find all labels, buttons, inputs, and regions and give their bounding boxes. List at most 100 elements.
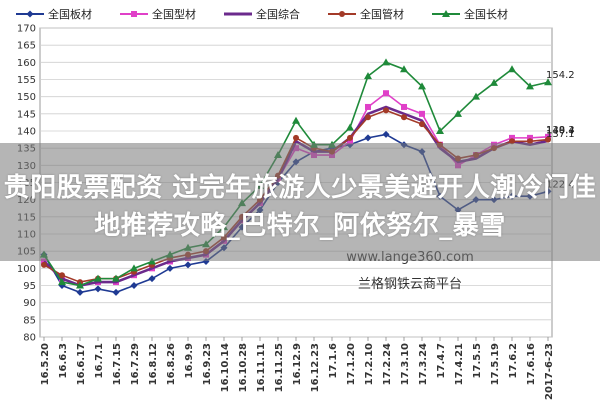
x-tick-label: 16.7.15 xyxy=(112,343,123,385)
data-point xyxy=(419,110,425,117)
y-tick-label: 95 xyxy=(23,281,36,292)
y-tick-label: 160 xyxy=(17,58,36,69)
data-point xyxy=(418,82,426,90)
data-point xyxy=(545,136,551,143)
x-tick-label: 16.6.3 xyxy=(58,343,69,378)
data-point xyxy=(112,274,120,282)
x-tick-label: 16.11.11 xyxy=(256,343,267,392)
data-point xyxy=(490,78,498,86)
x-tick-label: 17.1.20 xyxy=(346,343,357,385)
data-point xyxy=(365,103,371,110)
data-point xyxy=(454,109,462,117)
x-tick-label: 17.1.6 xyxy=(328,343,339,378)
data-point xyxy=(509,138,515,145)
x-tick-label: 17.2.24 xyxy=(382,343,393,385)
y-tick-label: 85 xyxy=(23,315,36,326)
legend-item: 全国型材 xyxy=(120,7,196,21)
data-point xyxy=(365,114,371,121)
x-tick-label: 17.5.19 xyxy=(490,343,501,385)
x-tick-label: 16.7.29 xyxy=(130,343,141,385)
y-tick-label: 155 xyxy=(17,75,36,86)
end-label: 154.2 xyxy=(546,70,575,81)
x-axis: 16.5.20 16.6.3 16.6.17 16.7.1 16.7.15 16.7.29… xyxy=(40,337,555,400)
x-tick-label: 17.6.16 xyxy=(526,343,537,385)
data-point xyxy=(401,114,407,121)
x-tick-label: 16.6.17 xyxy=(76,343,87,385)
data-point xyxy=(59,272,65,279)
legend-label: 全国板材 xyxy=(48,7,92,21)
legend-label: 全国型材 xyxy=(152,7,196,21)
overlay-headline-line-2: 地推荐攻略_巴特尔_阿依努尔_暴雪 xyxy=(94,211,506,241)
data-point xyxy=(526,82,534,90)
data-point xyxy=(130,282,138,289)
overlay-headline-line-1: 贵阳股票配资 过完年旅游人少景美避开人潮冷门佳 xyxy=(3,173,597,203)
data-point xyxy=(347,138,353,145)
legend: 全国板材 全国型材 全国综合 全国管材 全国长材 xyxy=(16,7,508,21)
data-point xyxy=(383,107,389,114)
end-label: 138.3 xyxy=(546,125,575,136)
legend-label: 全国长材 xyxy=(464,7,508,21)
legend-item: 全国综合 xyxy=(224,7,300,21)
data-point xyxy=(292,116,300,124)
data-point xyxy=(76,281,84,289)
data-point xyxy=(41,261,47,268)
y-tick-label: 145 xyxy=(17,109,36,120)
y-tick-label: 140 xyxy=(17,127,36,138)
x-tick-label: 17.4.7 xyxy=(436,343,447,378)
data-point xyxy=(382,58,390,66)
data-point xyxy=(509,134,515,141)
data-point xyxy=(527,138,533,145)
data-point xyxy=(94,274,102,282)
x-tick-label: 17.5.5 xyxy=(472,343,483,378)
data-point xyxy=(339,11,345,17)
y-tick-label: 170 xyxy=(17,24,36,35)
data-point xyxy=(401,103,407,110)
y-tick-label: 100 xyxy=(17,264,36,275)
data-point xyxy=(544,78,552,86)
x-tick-label: 17.4.21 xyxy=(454,343,465,385)
x-tick-label: 16.5.20 xyxy=(40,343,51,385)
legend-item: 全国管材 xyxy=(328,7,404,21)
data-point xyxy=(346,123,354,131)
x-tick-label: 17.3.10 xyxy=(400,343,411,385)
data-point xyxy=(382,130,390,138)
x-tick-label: 16.10.14 xyxy=(220,343,231,392)
legend-item: 全国板材 xyxy=(16,7,92,21)
legend-item: 全国长材 xyxy=(432,7,508,21)
end-label: 140.4 xyxy=(546,126,575,137)
series-5 xyxy=(40,58,552,289)
x-tick-label: 16.8.26 xyxy=(166,343,177,385)
x-tick-label: 17.2.10 xyxy=(364,343,375,385)
data-point xyxy=(364,134,372,142)
overlay-banner: 贵阳股票配资 过完年旅游人少景美避开人潮冷门佳 地推荐攻略_巴特尔_阿依努尔_暴… xyxy=(0,143,600,261)
data-point xyxy=(112,288,120,296)
data-point xyxy=(442,10,450,17)
x-tick-label: 16.9.9 xyxy=(184,343,195,378)
data-point xyxy=(364,72,372,80)
data-point xyxy=(26,10,34,18)
data-point xyxy=(76,288,84,296)
watermark-platform: 兰格钢铁云商平台 xyxy=(357,277,462,292)
x-tick-label: 16.7.1 xyxy=(94,343,105,378)
data-point xyxy=(419,121,425,128)
data-point xyxy=(400,65,408,73)
x-tick-label: 16.11.25 xyxy=(274,343,285,392)
y-tick-label: 80 xyxy=(23,333,36,344)
x-tick-label: 16.12.9 xyxy=(292,343,303,385)
data-point xyxy=(472,92,480,100)
x-tick-label: 17.6.2 xyxy=(508,343,519,378)
y-tick-label: 165 xyxy=(17,41,36,52)
x-tick-label: 16.12.23 xyxy=(310,343,321,392)
data-point xyxy=(383,90,389,97)
data-point xyxy=(436,127,444,134)
end-label: 137.1 xyxy=(546,129,575,140)
data-point xyxy=(184,261,192,269)
data-point xyxy=(347,134,353,141)
data-point xyxy=(58,278,66,286)
data-point xyxy=(131,11,137,17)
legend-label: 全国管材 xyxy=(360,7,404,21)
x-tick-label: 16.10.28 xyxy=(238,343,249,392)
y-tick-label: 90 xyxy=(23,298,36,309)
data-point xyxy=(148,275,156,283)
data-point xyxy=(527,134,533,141)
